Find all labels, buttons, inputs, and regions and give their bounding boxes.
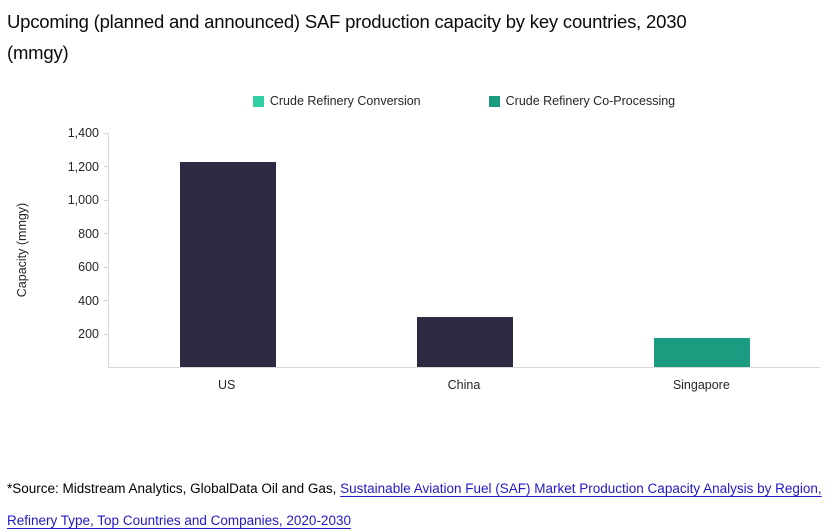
- chart-title: Upcoming (planned and announced) SAF pro…: [7, 6, 824, 68]
- y-tick-label: 1,200: [67, 159, 99, 174]
- chart-title-line1: Upcoming (planned and announced) SAF pro…: [7, 11, 687, 32]
- source-note: *Source: Midstream Analytics, GlobalData…: [7, 473, 826, 532]
- source-link[interactable]: Sustainable Aviation Fuel (SAF) Market P…: [7, 481, 822, 528]
- legend-item-conversion: Crude Refinery Conversion: [252, 94, 421, 108]
- y-tick-label: 200: [78, 327, 99, 342]
- y-tick-mark: [104, 166, 109, 168]
- legend-item-co-processing: Crude Refinery Co-Processing: [488, 94, 676, 108]
- legend-label-conversion: Crude Refinery Conversion: [269, 94, 421, 108]
- y-tick-label: 800: [78, 226, 99, 241]
- x-axis-label-us: US: [217, 378, 236, 392]
- legend: Crude Refinery Conversion Crude Refinery…: [108, 94, 820, 108]
- y-tick-mark: [104, 132, 109, 134]
- y-tick-label: 1,400: [67, 126, 99, 140]
- y-tick-mark: [104, 333, 109, 335]
- y-tick-mark: [104, 199, 109, 201]
- y-tick-mark: [104, 300, 109, 302]
- bars-container: [109, 133, 820, 367]
- bar-china: [416, 316, 513, 367]
- y-axis-tick-labels: 200 400 600 800 1,000 1,200 1,400: [0, 126, 99, 368]
- legend-swatch-conversion-icon: [252, 95, 264, 107]
- y-tick-label: 1,000: [67, 193, 99, 208]
- y-tick-label: 400: [78, 293, 99, 308]
- x-axis-label-singapore: Singapore: [672, 378, 730, 392]
- source-text: *Source: Midstream Analytics, GlobalData…: [7, 481, 341, 496]
- x-axis-label-china: China: [447, 378, 481, 392]
- chart-title-line2: (mmgy): [7, 42, 69, 63]
- y-tick-mark: [104, 266, 109, 268]
- bar-us: [179, 162, 276, 367]
- x-axis-labels: US China Singapore: [108, 378, 820, 392]
- plot-area: [104, 132, 820, 368]
- bar-singapore: [653, 338, 750, 367]
- y-tick-label: 600: [78, 260, 99, 275]
- y-tick-mark: [104, 233, 109, 235]
- legend-label-co-processing: Crude Refinery Co-Processing: [505, 94, 676, 108]
- legend-swatch-co-processing-icon: [488, 95, 500, 107]
